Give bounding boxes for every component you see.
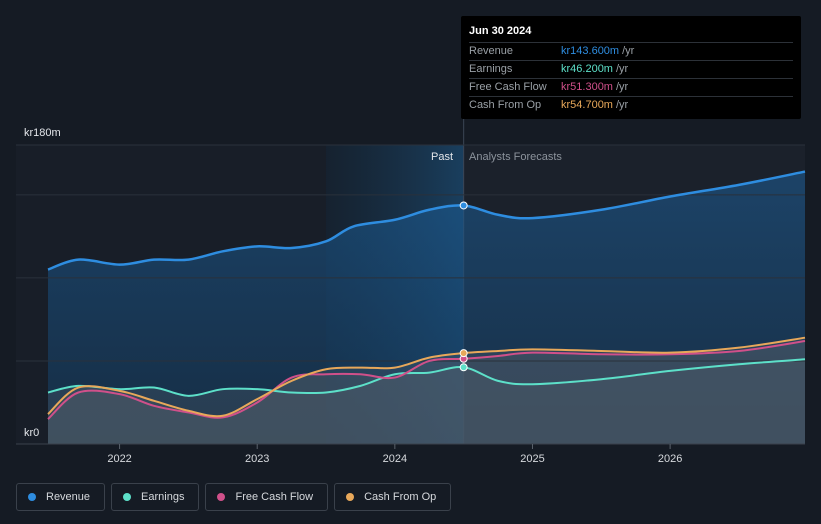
legend-dot-icon <box>28 493 36 501</box>
tooltip-value: kr46.200m <box>561 63 613 75</box>
tooltip-label: Cash From Op <box>469 99 542 111</box>
series-area-cash-from-op <box>48 337 805 444</box>
series-line-cash-from-op <box>47 336 806 418</box>
chart-legend: Revenue Earnings Free Cash Flow Cash Fro… <box>16 483 452 511</box>
series-line-earnings <box>47 358 806 397</box>
x-tick-label: 2023 <box>245 453 269 465</box>
tooltip-row-revenue: Revenue kr143.600m /yr <box>469 43 793 61</box>
legend-item-free-cash-flow[interactable]: Free Cash Flow <box>205 483 329 511</box>
series-area-earnings <box>48 359 805 444</box>
legend-dot-icon <box>346 493 355 501</box>
tooltip-value: kr51.300m <box>561 81 613 93</box>
series-line-revenue <box>47 170 806 271</box>
tooltip-row-free-cash-flow: Free Cash Flow kr51.300m /yr <box>469 79 793 97</box>
legend-dot-icon <box>123 493 132 501</box>
series-area-revenue <box>48 171 805 445</box>
y-axis-min-label: kr0 <box>24 427 39 439</box>
tooltip-date: Jun 30 2024 <box>469 24 793 43</box>
forecast-label: Analysts Forecasts <box>469 151 562 163</box>
series-area-free-cash-flow <box>48 341 805 444</box>
series-line-free-cash-flow <box>47 340 806 420</box>
data-point-earnings <box>459 363 468 372</box>
legend-label: Free Cash Flow <box>235 491 314 503</box>
tooltip-row-cash-from-op: Cash From Op kr54.700m /yr <box>469 97 793 114</box>
x-tick-label: 2024 <box>383 453 407 465</box>
data-tooltip: Jun 30 2024 Revenue kr143.600m /yr Earni… <box>461 16 801 119</box>
y-axis-max-label: kr180m <box>24 127 61 139</box>
data-point-revenue <box>459 201 468 210</box>
tooltip-unit: /yr <box>615 81 629 93</box>
tooltip-value: kr143.600m <box>561 45 620 57</box>
tooltip-label: Revenue <box>469 45 514 57</box>
legend-label: Earnings <box>141 491 185 503</box>
tooltip-value: kr54.700m <box>561 99 613 111</box>
x-tick-label: 2025 <box>520 453 544 465</box>
legend-item-revenue[interactable]: Revenue <box>16 483 106 511</box>
x-tick-label: 2026 <box>658 453 682 465</box>
data-point-cash-from-op <box>459 349 468 358</box>
x-tick-label: 2022 <box>107 453 131 465</box>
legend-dot-icon <box>217 493 226 501</box>
past-label: Past <box>431 151 453 163</box>
tooltip-unit: /yr <box>622 45 635 57</box>
tooltip-row-earnings: Earnings kr46.200m /yr <box>469 61 793 79</box>
tooltip-unit: /yr <box>615 99 629 111</box>
legend-label: Revenue <box>46 491 91 503</box>
tooltip-label: Earnings <box>469 63 513 75</box>
legend-item-earnings[interactable]: Earnings <box>111 483 200 511</box>
tooltip-label: Free Cash Flow <box>469 81 547 93</box>
tooltip-unit: /yr <box>615 63 629 75</box>
legend-label: Cash From Op <box>364 491 437 503</box>
legend-item-cash-from-op[interactable]: Cash From Op <box>334 483 452 511</box>
